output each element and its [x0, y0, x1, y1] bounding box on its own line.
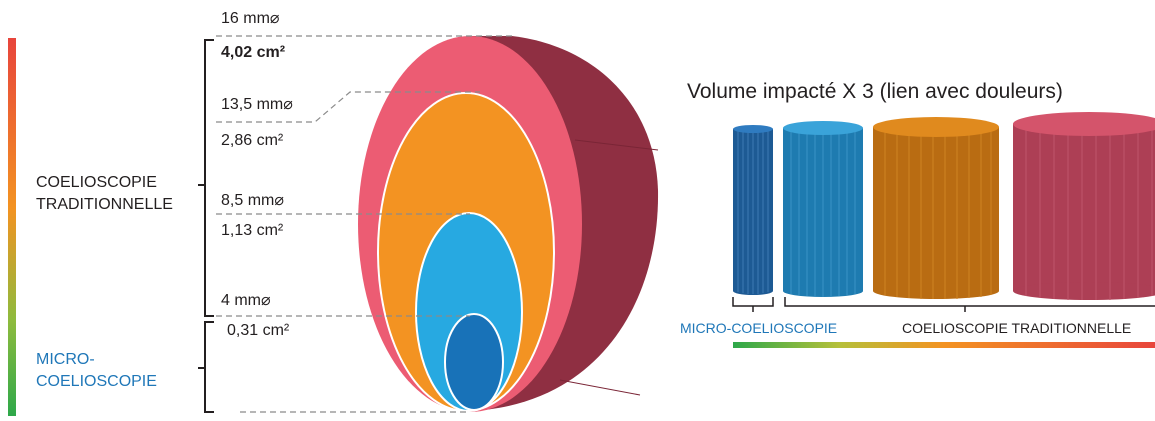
diameter-symbol-icon: ⌀	[269, 10, 280, 27]
size-8-diameter: 8,5 mm⌀	[221, 192, 284, 209]
leader-13mm	[216, 91, 480, 123]
size-4-diameter: 4 mm⌀	[221, 292, 271, 309]
micro-label-line1: MICRO-	[36, 351, 95, 368]
volume-gradient-bar	[733, 342, 1155, 348]
micro-label-line2: COELIOSCOPIE	[36, 373, 157, 390]
traditional-label-line2: TRADITIONNELLE	[36, 196, 173, 213]
size-13-area: 2,86 cm²	[221, 132, 284, 149]
traditional-bracket	[198, 39, 214, 317]
size-13-diameter: 13,5 mm⌀	[221, 96, 293, 113]
size-16-diameter: 16 mm⌀	[221, 10, 280, 27]
size-8-area: 1,13 cm²	[221, 222, 284, 239]
volume-cylinder-2	[783, 121, 863, 297]
volume-cylinder-micro	[733, 125, 773, 295]
micro-bracket	[198, 321, 214, 413]
ellipse-4mm	[444, 313, 504, 411]
traditional-volume-label: COELIOSCOPIE TRADITIONNELLE	[902, 320, 1132, 336]
diameter-symbol-icon: ⌀	[261, 292, 271, 309]
volume-cylinder-3	[873, 117, 999, 299]
diameter-symbol-icon: ⌀	[283, 96, 293, 113]
micro-volume-label: MICRO-COELIOSCOPIE	[680, 320, 838, 336]
traditional-label-line1: COELIOSCOPIE	[36, 174, 157, 191]
traditional-volume-bracket	[784, 297, 1155, 312]
severity-gradient-bar	[8, 38, 16, 416]
cylinder-side-edge	[559, 139, 659, 396]
size-4-area: 0,31 cm²	[227, 322, 290, 339]
diameter-symbol-icon: ⌀	[274, 192, 284, 209]
micro-volume-bracket	[732, 297, 774, 312]
volume-title: Volume impacté X 3 (lien avec douleurs)	[687, 80, 1063, 103]
volume-cylinder-4	[1013, 112, 1155, 300]
size-16-area: 4,02 cm²	[221, 44, 286, 61]
